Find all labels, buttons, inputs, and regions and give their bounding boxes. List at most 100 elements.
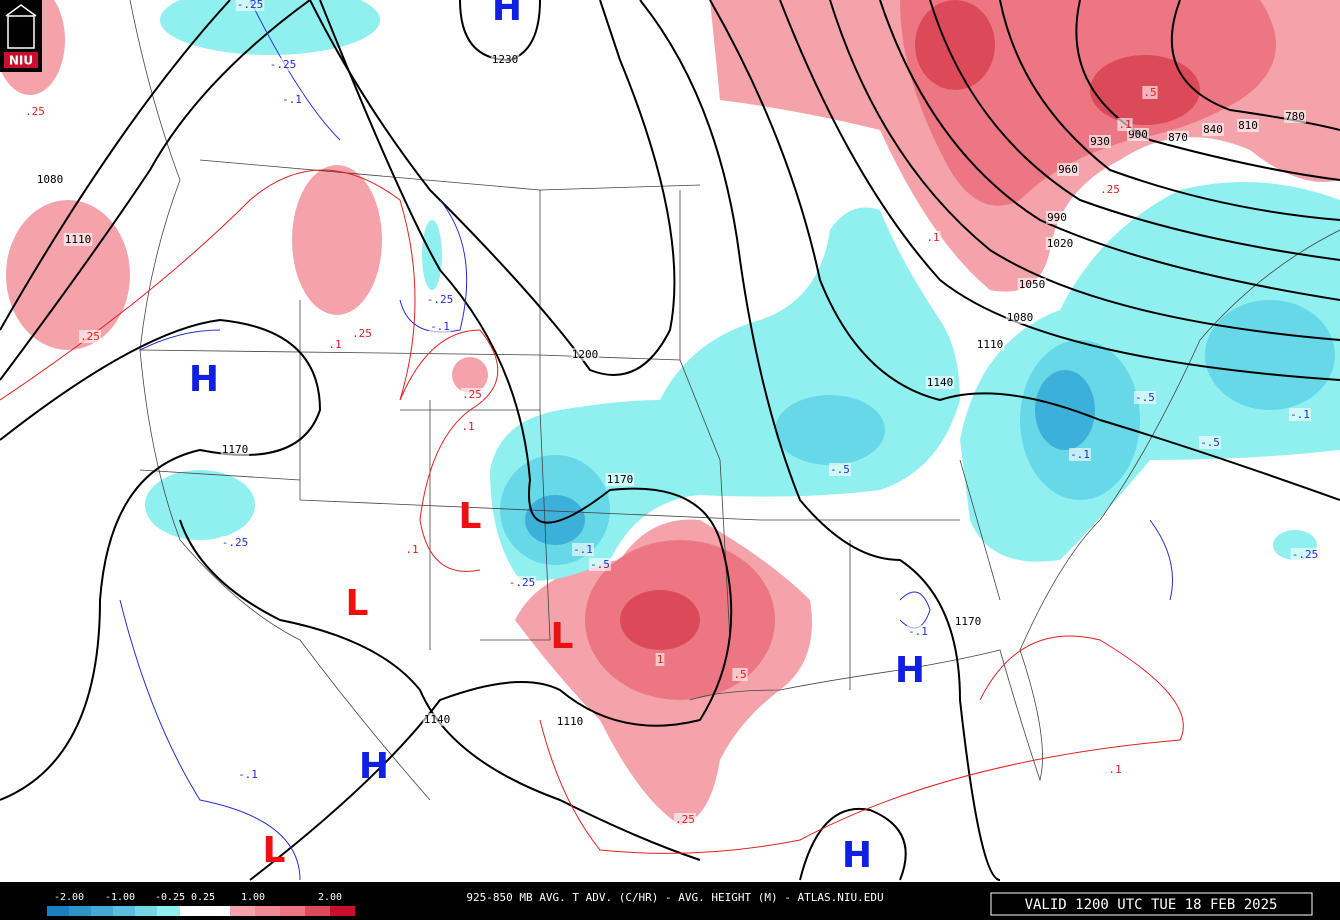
label-halo: [507, 576, 537, 589]
warm-label: .5: [733, 668, 746, 681]
legend-label: 0.25: [191, 892, 215, 903]
contour-label: 1230: [492, 53, 519, 66]
contour-label: 1110: [557, 715, 584, 728]
high-marker: H: [359, 746, 389, 787]
cold-label: -.25: [270, 58, 297, 71]
warm-advection: [0, 0, 1340, 825]
cold-label: -.1: [238, 768, 258, 781]
contour-label: 870: [1168, 131, 1188, 144]
label-halo: [1017, 278, 1047, 291]
contour-label: 1170: [222, 443, 249, 456]
label-halo: [425, 293, 455, 306]
cold-label: -.25: [509, 576, 536, 589]
label-halo: [220, 443, 250, 456]
warm-label: .5: [1143, 86, 1156, 99]
cold-label: -.1: [908, 625, 928, 638]
warm-label: .1: [328, 338, 341, 351]
label-halo: [327, 338, 343, 351]
contour-label: 1110: [65, 233, 92, 246]
logo-text: NIU: [9, 54, 33, 68]
label-halo: [1167, 131, 1189, 144]
label-halo: [605, 473, 635, 486]
low-marker: L: [459, 496, 482, 537]
cold-label: -.25: [222, 536, 249, 549]
label-halo: [63, 233, 93, 246]
warm-label: .25: [675, 813, 695, 826]
label-halo: [589, 558, 611, 571]
label-halo: [925, 231, 941, 244]
label-halo: [235, 0, 265, 11]
label-halo: [237, 768, 259, 781]
cold-label: -.5: [590, 558, 610, 571]
contour-label: 1170: [955, 615, 982, 628]
label-halo: [829, 463, 851, 476]
cold-label: -.1: [1070, 448, 1090, 461]
legend-label: -0.25: [155, 892, 185, 903]
label-halo: [1202, 123, 1224, 136]
label-halo: [555, 715, 585, 728]
contour-label: 960: [1058, 163, 1078, 176]
label-halo: [461, 388, 483, 401]
logo: NIU: [0, 0, 42, 72]
contour-label: 900: [1128, 128, 1148, 141]
high-marker: H: [189, 359, 219, 400]
legend-label: -1.00: [105, 892, 135, 903]
contour-label: 1140: [424, 713, 451, 726]
contour-label: 780: [1285, 110, 1305, 123]
label-halo: [1117, 118, 1133, 131]
label-halo: [732, 668, 748, 681]
label-halo: [1046, 211, 1068, 224]
contour-label: 840: [1203, 123, 1223, 136]
label-halo: [1127, 128, 1149, 141]
map-labels: 1230 1080 1110 1200 1170 1170 1140 1110 1170 1140…: [24, 0, 1320, 876]
cold-label: -.1: [1290, 408, 1310, 421]
cold-label: -.5: [1135, 391, 1155, 404]
label-halo: [674, 813, 696, 826]
valid-time: VALID 1200 UTC TUE 18 FEB 2025: [1025, 897, 1278, 913]
warm-label: 1: [657, 653, 664, 666]
label-halo: [1237, 119, 1259, 132]
contour-label: 1080: [37, 173, 64, 186]
warm-label: .1: [926, 231, 939, 244]
label-halo: [490, 53, 520, 66]
label-halo: [1005, 311, 1035, 324]
label-halo: [404, 543, 420, 556]
contour-label: 990: [1047, 211, 1067, 224]
contour-label: 1200: [572, 348, 599, 361]
high-marker: H: [492, 0, 522, 29]
label-halo: [1089, 135, 1111, 148]
warm-label: .25: [352, 327, 372, 340]
map-title: 925-850 MB AVG. T ADV. (C/HR) - AVG. HEI…: [466, 891, 883, 904]
contour-label: 1050: [1019, 278, 1046, 291]
contour-label: 1170: [607, 473, 634, 486]
cold-label: -.1: [282, 93, 302, 106]
cold-label: -.25: [1292, 548, 1319, 561]
low-marker: L: [263, 830, 286, 871]
legend-label: -2.00: [54, 892, 84, 903]
label-halo: [351, 327, 373, 340]
label-halo: [1199, 436, 1221, 449]
label-halo: [1134, 391, 1156, 404]
contour-label: 810: [1238, 119, 1258, 132]
label-halo: [655, 653, 665, 666]
label-halo: [975, 338, 1005, 351]
low-marker: L: [346, 583, 369, 624]
cold-advection: [145, 0, 1340, 581]
low-marker: L: [551, 616, 574, 657]
label-halo: [1290, 548, 1320, 561]
label-halo: [429, 320, 451, 333]
label-halo: [268, 58, 298, 71]
label-halo: [422, 713, 452, 726]
cold-label: -.25: [427, 293, 454, 306]
label-halo: [1057, 163, 1079, 176]
contour-label: 1140: [927, 376, 954, 389]
label-halo: [1069, 448, 1091, 461]
warm-label: .25: [25, 105, 45, 118]
label-halo: [35, 173, 65, 186]
high-marker: H: [895, 650, 925, 691]
contour-label: 930: [1090, 135, 1110, 148]
label-halo: [79, 330, 101, 343]
warm-label: .25: [462, 388, 482, 401]
cold-label: -.5: [830, 463, 850, 476]
